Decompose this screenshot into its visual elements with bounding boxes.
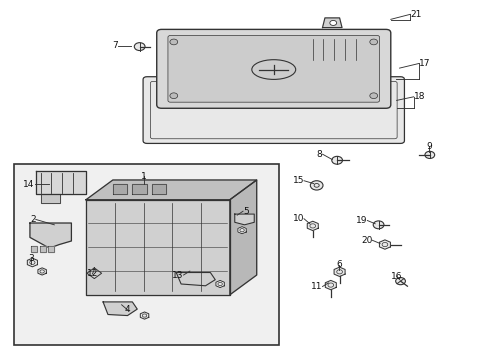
Polygon shape xyxy=(41,194,60,203)
Polygon shape xyxy=(86,180,256,200)
Text: 2: 2 xyxy=(30,215,36,224)
Circle shape xyxy=(310,181,323,190)
Polygon shape xyxy=(40,246,45,252)
Text: 20: 20 xyxy=(360,236,371,245)
Text: 21: 21 xyxy=(409,10,421,19)
Text: 16: 16 xyxy=(390,271,402,280)
Text: 11: 11 xyxy=(310,282,322,291)
Text: 7: 7 xyxy=(112,41,118,50)
Polygon shape xyxy=(132,184,147,194)
Polygon shape xyxy=(38,268,46,275)
Text: 17: 17 xyxy=(418,59,430,68)
Circle shape xyxy=(424,151,434,158)
Circle shape xyxy=(134,42,145,50)
Polygon shape xyxy=(229,180,256,295)
Text: 15: 15 xyxy=(292,176,304,185)
Polygon shape xyxy=(48,246,54,252)
Polygon shape xyxy=(86,200,229,295)
Circle shape xyxy=(331,156,342,164)
FancyBboxPatch shape xyxy=(167,36,379,102)
Polygon shape xyxy=(322,18,341,28)
FancyBboxPatch shape xyxy=(157,30,390,108)
Polygon shape xyxy=(87,268,102,279)
Text: 18: 18 xyxy=(413,92,425,101)
Polygon shape xyxy=(152,184,166,194)
Polygon shape xyxy=(216,280,224,288)
Polygon shape xyxy=(325,280,336,290)
Polygon shape xyxy=(103,302,137,316)
Text: 14: 14 xyxy=(23,180,35,189)
Text: 1: 1 xyxy=(141,172,146,181)
Text: 6: 6 xyxy=(336,260,341,269)
Circle shape xyxy=(169,39,177,45)
Text: 3: 3 xyxy=(28,255,34,264)
Circle shape xyxy=(395,278,405,285)
Polygon shape xyxy=(333,267,345,276)
Polygon shape xyxy=(237,226,246,234)
Circle shape xyxy=(369,93,377,99)
Text: 13: 13 xyxy=(172,270,183,279)
Polygon shape xyxy=(27,258,38,267)
Polygon shape xyxy=(113,184,127,194)
Polygon shape xyxy=(306,221,318,230)
Polygon shape xyxy=(31,246,37,252)
Text: 19: 19 xyxy=(355,216,366,225)
Text: 8: 8 xyxy=(316,150,322,159)
Polygon shape xyxy=(36,171,86,194)
Circle shape xyxy=(372,221,383,229)
Polygon shape xyxy=(176,273,215,286)
Polygon shape xyxy=(379,240,389,249)
Text: 5: 5 xyxy=(243,207,248,216)
FancyBboxPatch shape xyxy=(143,77,404,143)
Polygon shape xyxy=(30,223,71,248)
Text: 12: 12 xyxy=(86,269,98,278)
Circle shape xyxy=(369,39,377,45)
Polygon shape xyxy=(234,214,254,225)
Bar xyxy=(14,164,278,345)
Circle shape xyxy=(169,93,177,99)
Circle shape xyxy=(329,21,336,26)
Text: 10: 10 xyxy=(292,214,304,223)
Text: 9: 9 xyxy=(425,142,431,151)
Text: 4: 4 xyxy=(124,305,130,314)
Polygon shape xyxy=(140,312,148,319)
